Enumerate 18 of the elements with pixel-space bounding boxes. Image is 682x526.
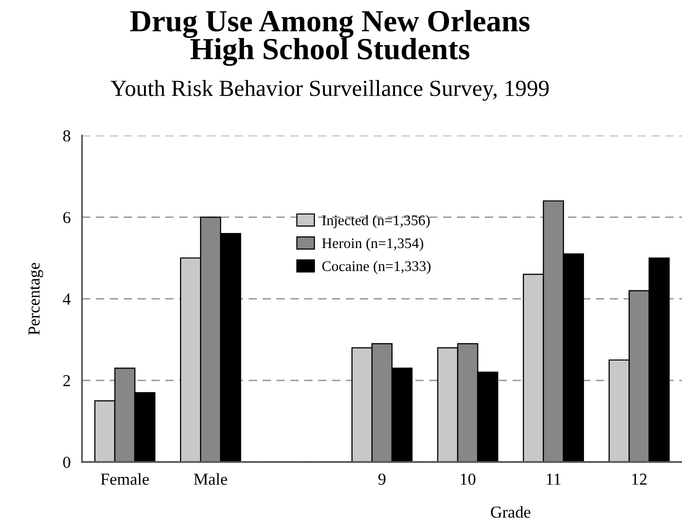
y-axis-title: Percentage <box>28 262 44 335</box>
y-tick-label: 4 <box>62 294 71 305</box>
x-tick-label: 12 <box>632 474 647 485</box>
y-tick-label: 0 <box>63 456 70 468</box>
chart-subtitle: Youth Risk Behavior Surveillance Survey, 1999 <box>110 80 549 101</box>
x-tick-label: Male <box>194 473 228 485</box>
legend-label: Cocaine (n=1,333) <box>322 260 430 274</box>
legend-label: Injected (n=1,356) <box>322 214 430 228</box>
y-tick-label: 8 <box>63 130 70 142</box>
x-axis-title: Grade <box>490 506 530 518</box>
y-tick-label: 2 <box>63 375 70 386</box>
x-tick-label: 9 <box>378 474 386 485</box>
x-tick-label: Female <box>100 473 149 485</box>
chart-title: Drug Use Among New Orleans High School Students <box>130 10 530 66</box>
legend-label: Heroin (n=1,354) <box>322 238 424 252</box>
x-tick-label: 11 <box>546 474 560 485</box>
x-tick-label: 10 <box>460 474 476 485</box>
y-tick-label: 6 <box>63 212 70 224</box>
